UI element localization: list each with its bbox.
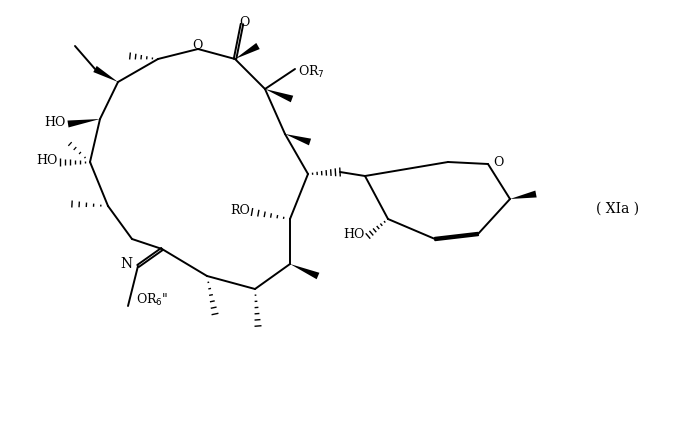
Text: RO: RO [230, 204, 250, 217]
Text: HO: HO [45, 117, 66, 129]
Text: N: N [120, 257, 132, 271]
Polygon shape [235, 43, 260, 59]
Text: O: O [192, 39, 202, 52]
Text: OR$_6$": OR$_6$" [136, 292, 168, 308]
Polygon shape [265, 89, 293, 102]
Polygon shape [93, 66, 118, 82]
Text: O: O [493, 156, 503, 168]
Polygon shape [510, 190, 537, 199]
Text: O: O [239, 16, 249, 29]
Polygon shape [285, 134, 311, 145]
Polygon shape [68, 119, 100, 128]
Text: ( XIa ): ( XIa ) [596, 202, 640, 216]
Text: OR$_7$: OR$_7$ [298, 64, 324, 80]
Text: HO: HO [36, 154, 58, 167]
Text: HO: HO [344, 228, 365, 240]
Polygon shape [290, 264, 319, 279]
